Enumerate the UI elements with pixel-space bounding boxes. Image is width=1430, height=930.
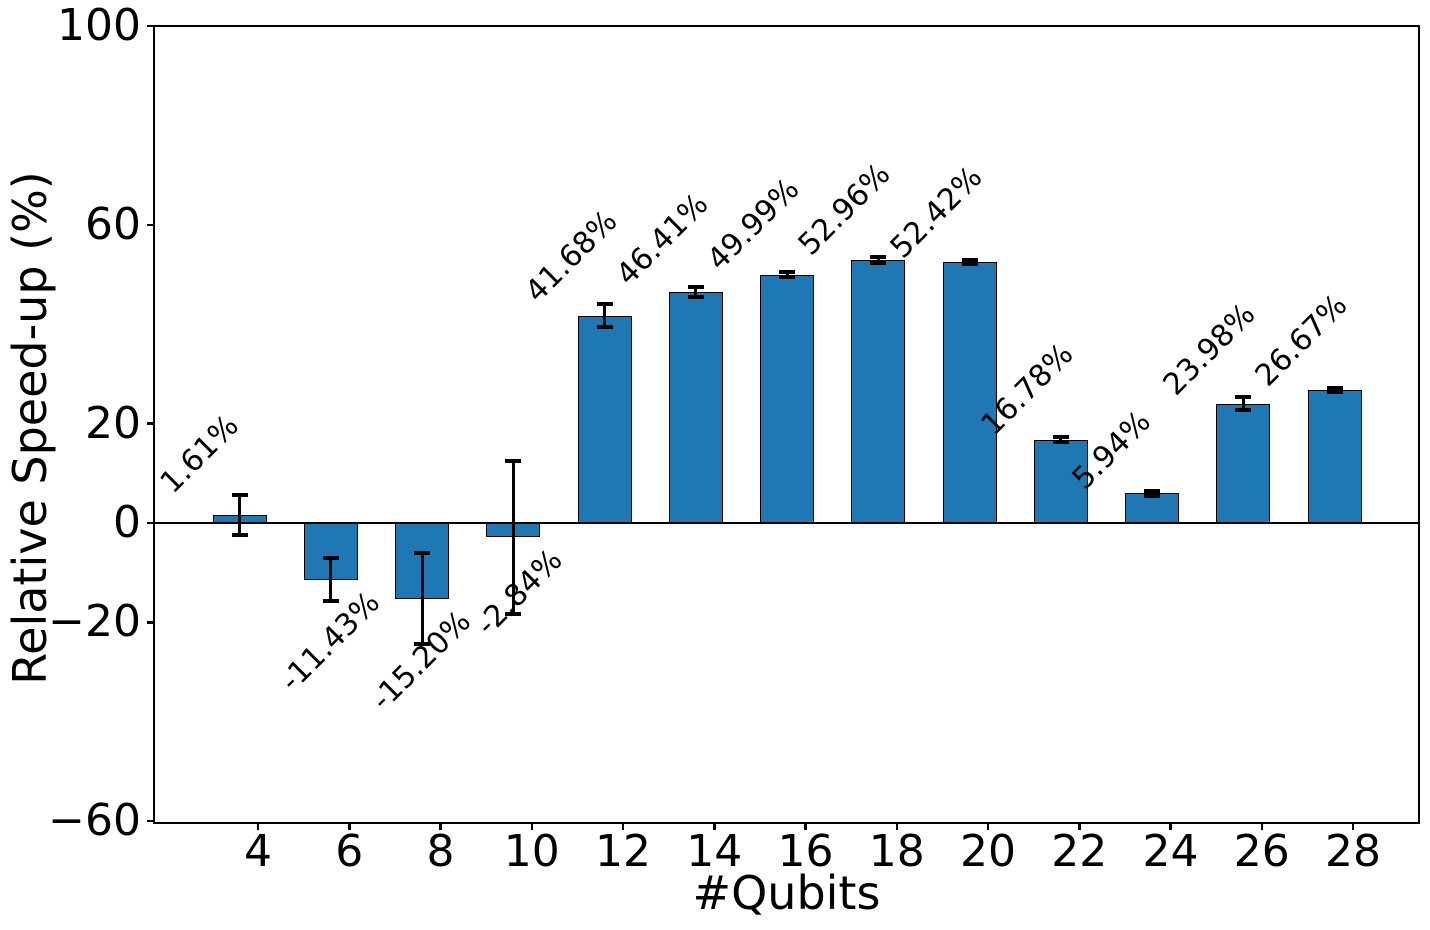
x-tick-mark	[804, 822, 807, 830]
y-tick-label: 20	[85, 397, 141, 449]
error-bar-line	[1150, 490, 1154, 496]
error-bar-cap	[779, 270, 795, 275]
x-tick-label: 28	[1325, 826, 1381, 877]
error-bar-cap	[1052, 435, 1069, 440]
x-tick-label: 14	[686, 826, 743, 877]
error-bar-line	[511, 460, 515, 614]
zero-line	[155, 522, 1418, 524]
bar	[577, 315, 632, 523]
x-tick-mark	[530, 822, 533, 830]
y-tick-mark	[147, 621, 155, 624]
error-bar-line	[603, 304, 606, 328]
bar	[668, 292, 723, 523]
error-bar-line	[1059, 437, 1063, 443]
bar	[760, 274, 814, 523]
error-bar-cap	[870, 254, 887, 259]
y-tick-mark	[147, 521, 155, 525]
x-tick-label: 10	[503, 826, 560, 877]
y-tick-label: 0	[113, 497, 141, 548]
y-tick-label: −60	[48, 795, 141, 847]
error-bar-line	[329, 558, 333, 602]
error-bar-cap	[687, 295, 704, 300]
x-tick-label: 18	[868, 826, 925, 877]
error-bar-cap	[870, 260, 887, 265]
x-tick-label: 16	[777, 826, 834, 877]
error-bar-cap	[1235, 395, 1252, 400]
x-tick-label: 6	[335, 826, 364, 877]
x-tick-mark	[256, 822, 260, 830]
error-bar-cap	[505, 611, 522, 616]
x-tick-mark	[1351, 822, 1355, 830]
x-tick-label: 22	[1051, 826, 1108, 877]
x-tick-mark	[439, 822, 442, 830]
x-tick-label: 24	[1142, 826, 1199, 877]
bar	[1033, 439, 1088, 523]
error-bar-cap	[779, 275, 795, 280]
x-axis-label: #Qubits	[692, 866, 881, 920]
error-bar-cap	[1144, 488, 1160, 493]
error-bar-cap	[961, 262, 978, 267]
x-tick-mark	[895, 822, 898, 830]
y-tick-label: 60	[85, 198, 141, 250]
error-bar-line	[785, 272, 789, 278]
error-bar-cap	[414, 641, 430, 646]
error-bar-line	[876, 256, 880, 263]
x-tick-mark	[1169, 822, 1172, 830]
y-tick-mark	[147, 422, 155, 425]
bar	[1216, 403, 1271, 523]
error-bar-cap	[596, 302, 613, 307]
x-tick-mark	[713, 822, 716, 830]
error-bar-line	[1241, 397, 1245, 411]
error-bar-cap	[414, 551, 430, 556]
bar	[1307, 390, 1362, 523]
x-tick-mark	[621, 822, 625, 830]
error-bar-cap	[322, 599, 339, 604]
x-tick-mark	[986, 822, 990, 830]
error-bar-line	[694, 287, 698, 298]
error-bar-cap	[231, 532, 248, 537]
x-tick-mark	[1078, 822, 1081, 830]
y-tick-label: −20	[48, 596, 141, 648]
error-bar-line	[238, 495, 241, 535]
bar	[942, 262, 997, 523]
x-tick-label: 12	[595, 826, 651, 877]
error-bar-cap	[322, 556, 339, 561]
error-bar-cap	[1052, 440, 1069, 445]
bar	[851, 259, 906, 523]
y-tick-label: 100	[57, 0, 141, 51]
error-bar-line	[420, 553, 424, 644]
error-bar-cap	[1326, 386, 1343, 391]
error-bar-cap	[687, 285, 704, 290]
x-tick-label: 26	[1233, 826, 1290, 877]
error-bar-cap	[1235, 408, 1252, 413]
x-tick-mark	[348, 822, 351, 830]
error-bar-cap	[961, 258, 978, 263]
x-tick-label: 8	[426, 826, 455, 877]
y-tick-mark	[147, 24, 155, 28]
x-tick-mark	[1260, 822, 1263, 830]
error-bar-cap	[1326, 390, 1343, 395]
error-bar-cap	[1144, 493, 1160, 498]
y-axis-label: Relative Speed-up (%)	[3, 171, 57, 685]
error-bar-cap	[596, 325, 613, 330]
y-tick-mark	[147, 223, 155, 227]
x-tick-label: 4	[244, 826, 272, 877]
y-tick-mark	[147, 819, 155, 823]
x-tick-label: 20	[960, 826, 1016, 877]
error-bar-cap	[505, 458, 522, 463]
error-bar-cap	[231, 493, 248, 498]
